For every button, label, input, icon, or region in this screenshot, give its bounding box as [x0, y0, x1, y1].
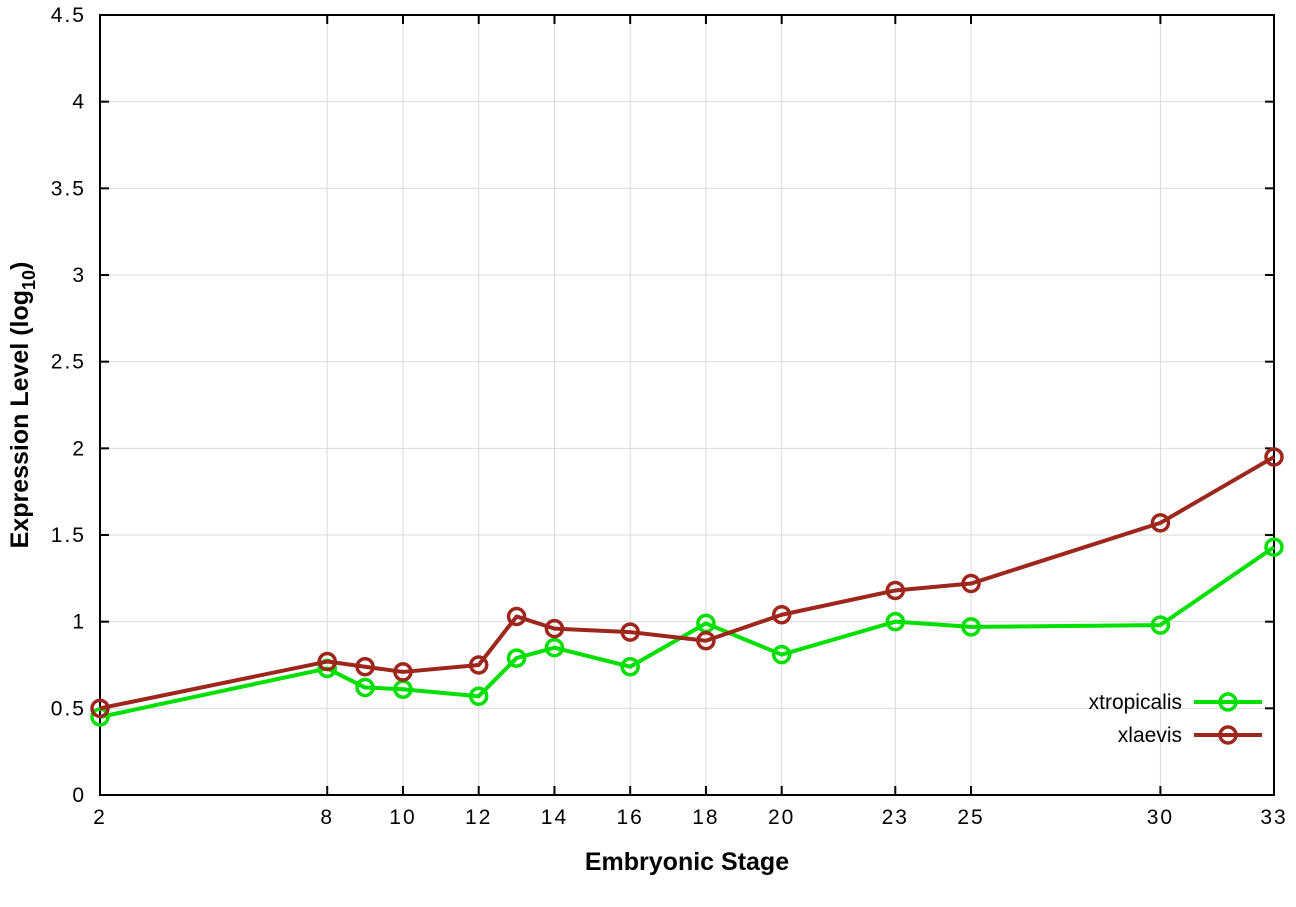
plot-border [99, 14, 1275, 796]
data-point [885, 580, 906, 601]
data-point [1150, 513, 1171, 533]
data-point [355, 677, 375, 698]
data-point [696, 630, 716, 651]
y-tick-label: 1.5 [51, 524, 86, 547]
data-point [468, 655, 489, 675]
y-tick-label: 4 [72, 91, 86, 114]
x-tick-label: 23 [882, 806, 909, 829]
y-tick-label: 3 [72, 264, 86, 287]
x-tick-label: 33 [1260, 806, 1287, 829]
data-point [317, 651, 337, 672]
tick-labels: 2 8 10 12 14 16 18 20 23 25 30 33 0 0.5 1 1.5 2 2.5 3 3.5 4 4… [51, 4, 1287, 829]
data-point [961, 573, 981, 594]
x-tick-label: 10 [389, 806, 416, 829]
data-point [468, 686, 489, 706]
legend: xtropicalis xlaevis [1089, 691, 1262, 747]
data-point [90, 698, 110, 719]
x-axis-label: Embryonic Stage [585, 848, 789, 876]
x-tick-label: 25 [957, 806, 984, 829]
data-point [1150, 615, 1171, 635]
data-point [620, 622, 640, 642]
y-tick-label: 2 [72, 437, 86, 460]
data-point [506, 648, 527, 668]
data-point [1264, 447, 1284, 467]
data-point [885, 611, 906, 632]
data-point [771, 604, 792, 625]
legend-label-xtropicalis: xtropicalis [1089, 691, 1182, 714]
tick-marks [99, 14, 1275, 796]
series-line [99, 455, 1276, 711]
data-point [961, 617, 981, 637]
x-tick-label: 8 [320, 806, 334, 829]
y-tick-label: 1 [72, 611, 86, 634]
data-point [355, 656, 375, 677]
x-tick-label: 16 [617, 806, 644, 829]
x-tick-label: 20 [768, 806, 795, 829]
y-tick-label: 0 [72, 784, 86, 807]
legend-label-xlaevis: xlaevis [1118, 724, 1182, 747]
y-axis-label: Expression Level (log10) [6, 262, 39, 549]
data-point [544, 637, 565, 658]
data-point [544, 618, 565, 639]
data-point [393, 679, 413, 700]
legend-marker-sample [1218, 692, 1238, 712]
data-point [620, 656, 640, 677]
legend-marker-sample [1218, 725, 1238, 745]
data-point [90, 707, 110, 727]
data-point [1264, 537, 1284, 557]
data-point [393, 662, 413, 682]
y-tick-label: 0.5 [51, 697, 86, 720]
series-xlaevis [90, 447, 1284, 719]
data-point [696, 613, 716, 634]
x-tick-label: 2 [93, 806, 107, 829]
data-point [506, 606, 527, 627]
y-tick-label: 3.5 [51, 177, 86, 200]
data-point [771, 644, 792, 665]
x-tick-label: 18 [692, 806, 719, 829]
x-tick-label: 12 [465, 806, 492, 829]
x-tick-label: 30 [1147, 806, 1174, 829]
y-tick-label: 4.5 [51, 4, 86, 27]
x-tick-label: 14 [541, 806, 568, 829]
y-tick-label: 2.5 [51, 351, 86, 374]
